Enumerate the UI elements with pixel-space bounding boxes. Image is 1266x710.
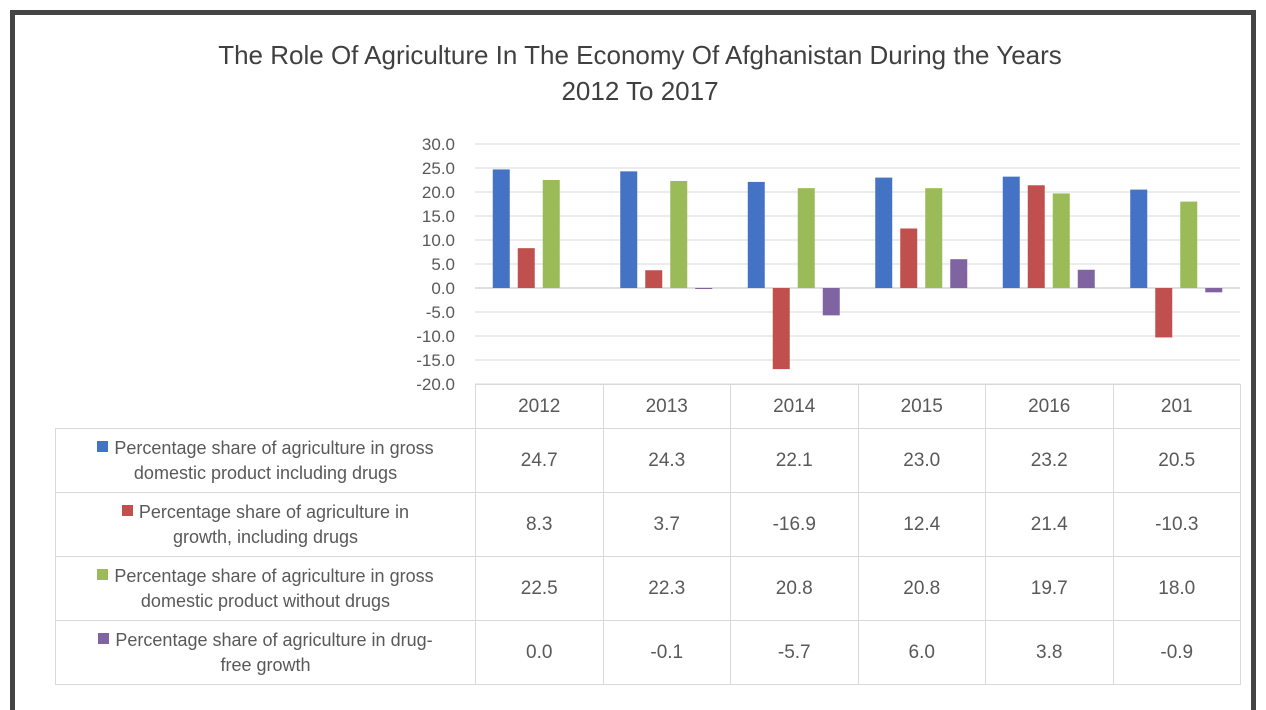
y-tick-label: 10.0: [422, 231, 455, 250]
data-value-cell: -10.3: [1112, 492, 1241, 557]
series-name-line-2: free growth: [220, 654, 311, 675]
data-value-cell: 19.7: [985, 556, 1114, 621]
bar-series-1-2016: [1002, 176, 1020, 288]
table-row: Percentage share of agriculture in gross…: [55, 428, 1241, 493]
chart-frame: [10, 10, 1256, 710]
data-value-cell: -16.9: [730, 492, 859, 557]
series-name-line-1: Percentage share of agriculture in gross: [114, 437, 434, 458]
y-tick-label: -5.0: [426, 303, 455, 322]
table-header-row: 2012 2013 2014 2015 2016 201: [55, 384, 1241, 429]
series-name-line-2: growth, including drugs: [172, 526, 359, 547]
series-name-line-1: Percentage share of agriculture in drug-: [115, 629, 433, 650]
bar-series-3-2016: [1052, 193, 1070, 288]
data-value-cell: 0.0: [475, 620, 604, 685]
bar-series-3-2012: [542, 180, 560, 288]
data-value-cell: 22.1: [730, 428, 859, 493]
chart-title: The Role Of Agriculture In The Economy O…: [100, 37, 1180, 109]
bar-series-2-2014: [772, 288, 790, 370]
category-label: 201: [1112, 384, 1241, 429]
series-name-line-1: Percentage share of agriculture in: [138, 501, 410, 522]
category-label: 2014: [730, 384, 859, 429]
chart-title-line-2: 2012 To 2017: [561, 76, 719, 106]
category-label: 2013: [602, 384, 731, 429]
y-tick-label: -10.0: [416, 327, 455, 346]
data-value-cell: 23.0: [857, 428, 986, 493]
bars: [492, 169, 1223, 370]
data-value-cell: 20.8: [730, 556, 859, 621]
bar-series-2-2013: [645, 270, 663, 288]
series-legend-label: Percentage share of agriculture in drug-…: [55, 620, 476, 685]
bar-series-4-2015: [950, 259, 968, 288]
bar-series-4-2014: [822, 288, 840, 316]
bar-series-3-2013: [670, 180, 688, 288]
table-corner: [55, 384, 476, 429]
legend-swatch: [97, 440, 109, 452]
table-row: Percentage share of agriculture in growth…: [55, 492, 1241, 557]
bar-series-4-201: [1205, 288, 1223, 293]
data-value-cell: 18.0: [1112, 556, 1241, 621]
bar-series-1-2014: [747, 181, 765, 288]
data-value-cell: 20.8: [857, 556, 986, 621]
data-value-cell: 3.7: [602, 492, 731, 557]
chart-title-line-1: The Role Of Agriculture In The Economy O…: [218, 40, 1062, 70]
y-tick-label: 0.0: [431, 279, 455, 298]
data-value-cell: 12.4: [857, 492, 986, 557]
series-name-line-1: Percentage share of agriculture in gross: [114, 565, 434, 586]
data-table: 2012 2013 2014 2015 2016 201 Percentage share …: [55, 384, 1241, 685]
bar-series-2-2015: [900, 228, 918, 288]
data-value-cell: -0.1: [602, 620, 731, 685]
data-value-cell: 23.2: [985, 428, 1114, 493]
data-value-cell: -0.9: [1112, 620, 1241, 685]
data-value-cell: 3.8: [985, 620, 1114, 685]
data-value-cell: 22.3: [602, 556, 731, 621]
bar-series-3-2015: [925, 188, 943, 288]
data-value-cell: 24.7: [475, 428, 604, 493]
y-tick-label: 20.0: [422, 183, 455, 202]
data-value-cell: 20.5: [1112, 428, 1241, 493]
bar-series-4-2016: [1077, 269, 1095, 288]
y-tick-label: 25.0: [422, 159, 455, 178]
data-value-cell: 24.3: [602, 428, 731, 493]
legend-swatch: [97, 568, 109, 580]
bar-series-2-2012: [517, 248, 535, 288]
data-value-cell: -5.7: [730, 620, 859, 685]
y-tick-label: -15.0: [416, 351, 455, 370]
data-value-cell: 8.3: [475, 492, 604, 557]
bar-series-3-201: [1180, 201, 1198, 288]
bar-series-1-2013: [620, 171, 638, 288]
series-name-line-2: domestic product including drugs: [133, 462, 398, 483]
y-axis-tick-labels: 30.0 25.0 20.0 15.0 10.0 5.0 0.0 -5.0 -10.0 -15.0…: [416, 135, 455, 394]
y-tick-label: 15.0: [422, 207, 455, 226]
gridlines: [475, 143, 1240, 385]
data-value-cell: 6.0: [857, 620, 986, 685]
category-label: 2016: [985, 384, 1114, 429]
series-legend-label: Percentage share of agriculture in gross…: [55, 556, 476, 621]
bar-series-1-2012: [492, 169, 510, 288]
bar-series-1-201: [1130, 189, 1148, 288]
series-legend-label: Percentage share of agriculture in growth…: [55, 492, 476, 557]
table-row: Percentage share of agriculture in gross…: [55, 556, 1241, 621]
series-name-line-2: domestic product without drugs: [140, 590, 391, 611]
data-value-cell: 21.4: [985, 492, 1114, 557]
y-tick-label: 30.0: [422, 135, 455, 154]
bar-series-2-201: [1155, 288, 1173, 338]
bar-series-2-2016: [1027, 185, 1045, 288]
table-row: Percentage share of agriculture in drug-…: [55, 620, 1241, 685]
legend-swatch: [98, 632, 110, 644]
y-tick-label: 5.0: [431, 255, 455, 274]
legend-swatch: [121, 504, 133, 516]
bar-series-4-2013: [695, 288, 713, 289]
category-label: 2012: [475, 384, 604, 429]
category-label: 2015: [857, 384, 986, 429]
series-legend-label: Percentage share of agriculture in gross…: [55, 428, 476, 493]
data-value-cell: 22.5: [475, 556, 604, 621]
bar-series-1-2015: [875, 177, 893, 288]
bar-series-3-2014: [797, 188, 815, 288]
